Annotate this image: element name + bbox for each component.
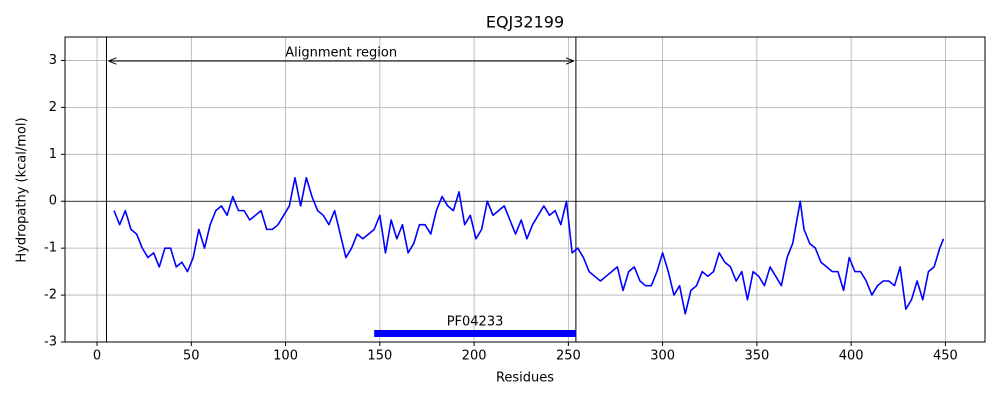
x-tick-label: 450 <box>933 349 958 364</box>
hydropathy-line <box>113 176 945 315</box>
y-tick-label: 1 <box>49 147 57 162</box>
x-tick-label: 300 <box>650 349 675 364</box>
x-axis-label: Residues <box>496 371 554 386</box>
y-tick-label: 0 <box>49 194 57 209</box>
y-tick-label: -1 <box>44 241 57 256</box>
y-tick-label: -3 <box>44 335 57 350</box>
y-tick-label: 3 <box>49 53 57 68</box>
x-tick-label: 50 <box>183 349 200 364</box>
y-axis-label: Hydropathy (kcal/mol) <box>15 117 30 262</box>
x-tick-label: 200 <box>462 349 487 364</box>
x-tick-label: 100 <box>273 349 298 364</box>
x-tick-label: 150 <box>367 349 392 364</box>
x-tick-label: 400 <box>839 349 864 364</box>
domain-bar <box>374 330 576 337</box>
y-tick-label: -2 <box>44 288 57 303</box>
x-tick-label: 350 <box>744 349 769 364</box>
x-tick-label: 250 <box>556 349 581 364</box>
plot-frame <box>64 36 986 343</box>
y-tick-label: 2 <box>49 100 57 115</box>
chart-title: EQJ32199 <box>486 13 564 32</box>
region-label: Alignment region <box>285 46 397 61</box>
domain-label: PF04233 <box>447 315 504 330</box>
x-tick-label: 0 <box>93 349 101 364</box>
